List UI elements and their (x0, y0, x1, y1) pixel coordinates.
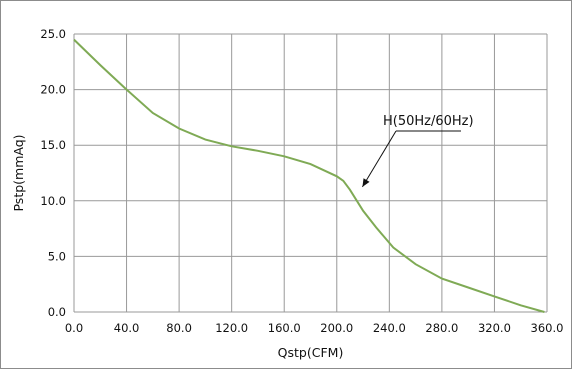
y-tick-label: 25.0 (40, 27, 66, 41)
x-tick-label: 80.0 (166, 321, 192, 335)
x-tick-label: 280.0 (425, 321, 458, 335)
series-line (73, 38, 545, 313)
x-tick-label: 160.0 (268, 321, 301, 335)
y-tick-label: 5.0 (48, 249, 66, 263)
y-axis-label: Pstp(mmAq) (11, 134, 26, 211)
y-tick-label: 10.0 (40, 194, 66, 208)
y-axis-ticks: 0.0 5.0 10.0 15.0 20.0 25.0 (40, 27, 66, 319)
x-axis-ticks: 0.0 40.0 80.0 120.0 160.0 200.0 240.0 280.0 320.… (65, 321, 564, 335)
grid (73, 33, 548, 313)
annotation-label: H(50Hz/60Hz) (383, 114, 474, 129)
annotation: H(50Hz/60Hz) (361, 114, 474, 188)
annotation-arrowhead (362, 178, 370, 187)
y-tick-label: 0.0 (48, 305, 66, 319)
x-tick-label: 200.0 (320, 321, 353, 335)
y-tick-label: 20.0 (40, 83, 66, 97)
x-axis-label: Qstp(CFM) (278, 345, 344, 360)
x-tick-label: 320.0 (478, 321, 511, 335)
y-tick-label: 15.0 (40, 138, 66, 152)
x-tick-label: 360.0 (531, 321, 564, 335)
x-tick-label: 240.0 (373, 321, 406, 335)
x-tick-label: 40.0 (114, 321, 140, 335)
x-tick-label: 0.0 (65, 321, 83, 335)
annotation-arrow (361, 130, 397, 188)
x-tick-label: 120.0 (215, 321, 248, 335)
